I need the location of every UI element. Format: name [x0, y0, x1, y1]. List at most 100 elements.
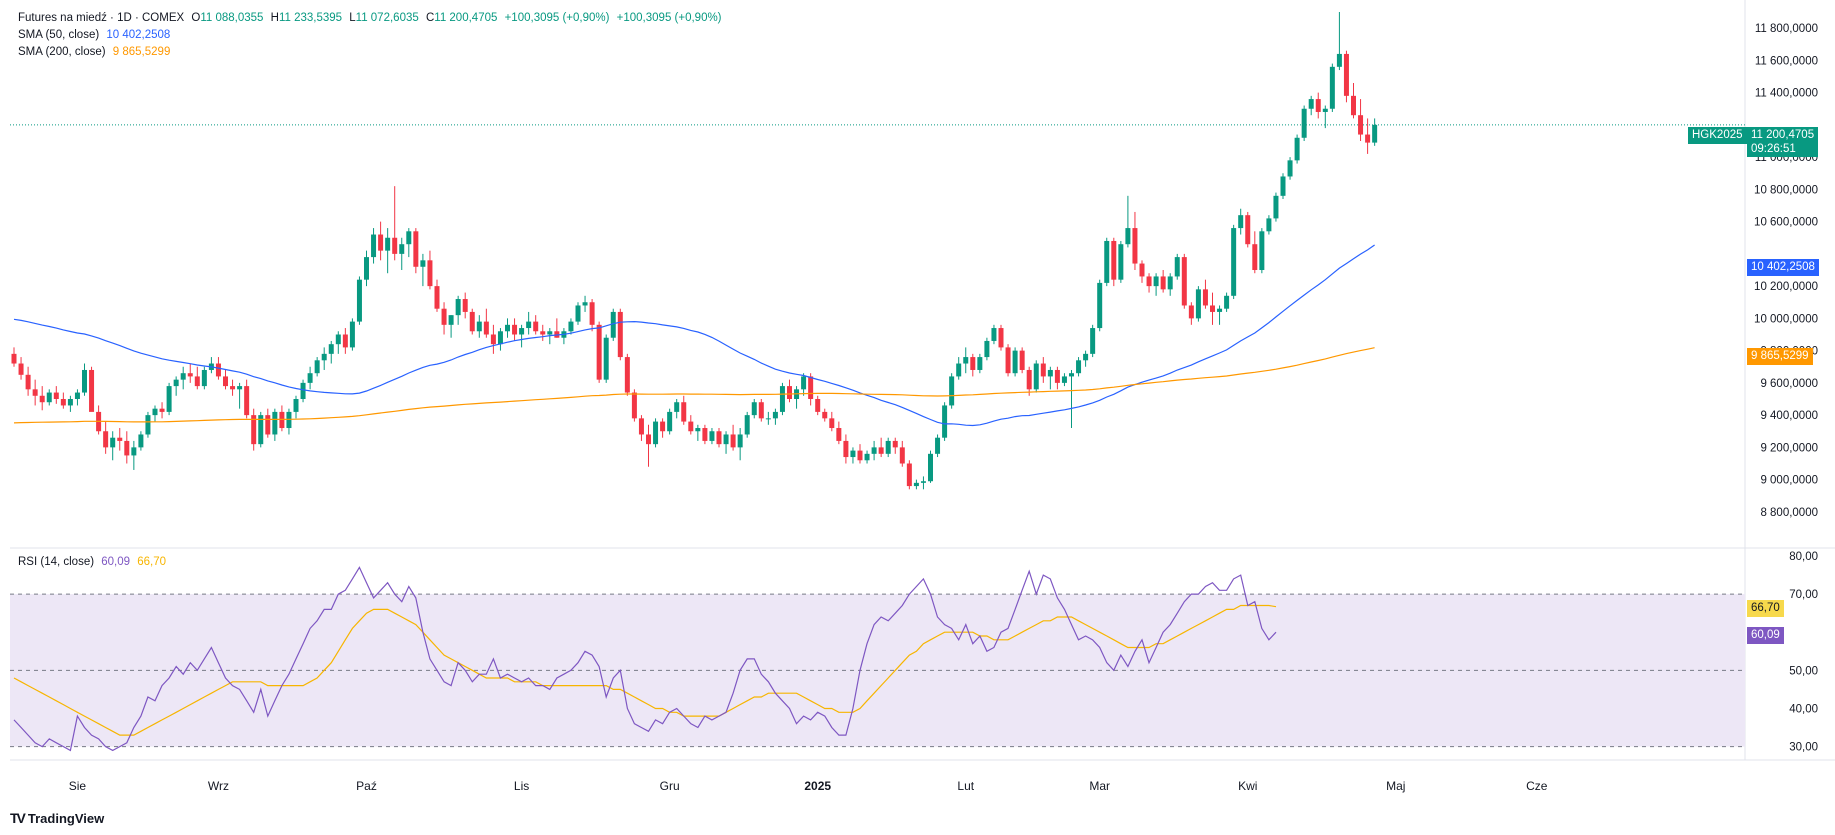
candle-body — [46, 392, 52, 403]
candle-body — [356, 279, 362, 322]
candle-body — [371, 234, 377, 258]
candle-body — [688, 421, 694, 432]
candle-body — [723, 434, 729, 445]
candle-body — [335, 334, 341, 345]
candle-body — [74, 392, 80, 399]
candle-body — [843, 440, 849, 458]
candle-body — [385, 237, 391, 251]
candle-body — [1329, 66, 1335, 109]
candle-body — [1167, 276, 1173, 290]
rsi-ma-tag: 66,70 — [1747, 600, 1784, 617]
candle-body — [1054, 369, 1060, 383]
candle-body — [878, 447, 884, 454]
candle-body — [286, 411, 292, 429]
sma50-legend[interactable]: SMA (50, close) 10 402,2508 — [18, 27, 174, 44]
time-tick-label: Gru — [660, 779, 680, 793]
symbol-title[interactable]: Futures na miedź · 1D · COMEX — [18, 12, 185, 24]
candle-body — [328, 344, 334, 354]
candle-body — [483, 321, 489, 335]
candle-body — [1343, 53, 1349, 96]
candle-body — [349, 321, 355, 348]
candle-body — [124, 440, 130, 456]
candle-body — [1118, 244, 1124, 280]
candle-body — [32, 389, 38, 396]
candle-body — [194, 376, 200, 387]
time-tick-label: Mar — [1089, 779, 1110, 793]
candle-body — [1259, 231, 1265, 270]
tradingview-brand[interactable]: TV TradingView — [10, 810, 104, 826]
time-tick-label: Cze — [1526, 779, 1548, 793]
candle-body — [1202, 289, 1208, 306]
sma200-label: SMA (200, close) — [18, 46, 106, 58]
candle-body — [540, 331, 546, 335]
candle-body — [942, 405, 948, 438]
rsi-pane[interactable] — [10, 566, 1745, 752]
candle-body — [526, 321, 532, 329]
candle-body — [730, 434, 736, 448]
candle-body — [1181, 257, 1187, 306]
candle-body — [1174, 257, 1180, 277]
candle-body — [1238, 215, 1244, 229]
candle-body — [406, 231, 412, 245]
candle-body — [984, 340, 990, 358]
candle-body — [201, 369, 207, 387]
time-axis[interactable]: Sie Wrz Paź Lis Gru 2025 Lut Mar Kwi Maj Cze — [69, 779, 1548, 793]
candle-body — [1090, 328, 1096, 354]
low-value: L11 072,6035 — [349, 12, 419, 24]
candle-body — [215, 363, 221, 377]
candle-body — [596, 324, 602, 380]
tradingview-logo-icon: TV — [10, 810, 26, 826]
candle-body — [1365, 134, 1371, 143]
candle-body — [906, 463, 912, 487]
candle-body — [991, 328, 997, 341]
candle-body — [152, 408, 158, 416]
price-tick-label: 10 600,0000 — [1754, 217, 1818, 229]
candle-body — [251, 415, 257, 445]
price-pane[interactable] — [10, 12, 1745, 490]
candle-body — [455, 299, 461, 316]
candle-body — [716, 431, 722, 445]
time-tick-label: Lut — [957, 779, 974, 793]
candle-body — [808, 376, 814, 399]
candle-body — [935, 437, 941, 454]
candle-body — [787, 386, 792, 399]
candle-body — [653, 421, 659, 445]
last-price: 11 200,4705 — [1751, 129, 1815, 141]
candle-body — [667, 411, 673, 432]
sma200-value: 9 865,5299 — [112, 46, 171, 58]
candle-body — [681, 402, 687, 422]
candle-body — [1266, 218, 1272, 232]
candle-body — [1160, 276, 1166, 290]
symbol-tag: HGK2025 — [1688, 127, 1747, 144]
price-tick-label: 11 600,0000 — [1755, 55, 1818, 67]
candle-body — [1210, 305, 1215, 312]
candle-body — [462, 299, 468, 312]
candle-body — [1061, 376, 1067, 383]
countdown: 09:26:51 — [1751, 143, 1796, 155]
candle-body — [1301, 108, 1307, 138]
candle-body — [1351, 95, 1356, 116]
candle-body — [1273, 195, 1279, 219]
candle-body — [575, 305, 581, 322]
last-price-tag: 11 200,4705 09:26:51 — [1747, 127, 1819, 157]
candle-body — [1104, 240, 1110, 283]
candle-body — [497, 331, 503, 345]
candle-body — [737, 434, 743, 448]
time-tick-label: Maj — [1386, 779, 1405, 793]
candle-body — [82, 369, 87, 393]
candle-body — [1132, 228, 1138, 264]
candle-body — [1188, 305, 1194, 319]
candle-body — [237, 386, 243, 390]
candle-body — [512, 324, 518, 335]
sma200-legend[interactable]: SMA (200, close) 9 865,5299 — [18, 44, 174, 61]
candle-body — [1308, 99, 1314, 109]
candle-body — [1083, 353, 1089, 361]
candle-body — [1076, 360, 1082, 374]
price-tick-label: 10 000,0000 — [1754, 313, 1818, 325]
candle-body — [928, 453, 933, 482]
rsi-legend[interactable]: RSI (14, close) 60,09 66,70 — [18, 554, 170, 571]
time-tick-label: Sie — [69, 779, 87, 793]
rsi-tick-label: 40,00 — [1789, 703, 1818, 715]
